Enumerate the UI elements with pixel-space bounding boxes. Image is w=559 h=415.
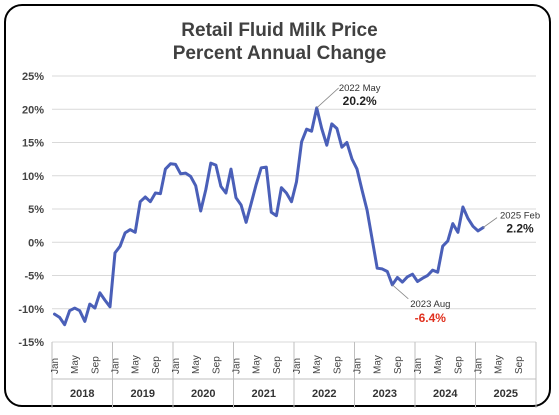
chart-title: Retail Fluid Milk Price	[181, 20, 378, 41]
x-month-label: Sep	[151, 356, 162, 374]
x-month-label: Jan	[353, 358, 364, 374]
callout-value-label: -6.4%	[415, 311, 447, 325]
x-year-label: 2023	[373, 388, 397, 400]
x-month-label: Sep	[332, 356, 343, 374]
x-month-label: Jan	[171, 358, 182, 374]
series-line	[53, 106, 485, 327]
x-month-label: May	[494, 355, 505, 374]
y-tick-label: 20%	[22, 104, 44, 116]
x-month-label: Sep	[90, 356, 101, 374]
x-month-label: May	[131, 355, 142, 374]
x-month-label: May	[373, 355, 384, 374]
y-tick-label: 0%	[28, 237, 44, 249]
x-month-label: Sep	[211, 356, 222, 374]
x-month-label: May	[191, 355, 202, 374]
x-year-label: 2021	[252, 388, 276, 400]
x-year-label: 2018	[70, 388, 94, 400]
callout-value-label: 20.2%	[343, 94, 377, 108]
callout-date-label: 2022 May	[339, 83, 381, 94]
callout-leader	[392, 284, 409, 300]
chart-subtitle: Percent Annual Change	[172, 43, 387, 64]
x-month-label: Sep	[393, 356, 404, 374]
callout-leader	[316, 87, 339, 109]
y-tick-label: 10%	[22, 171, 44, 183]
x-month-label: May	[70, 355, 81, 374]
callout-date-label: 2025 Feb	[500, 211, 540, 222]
callout-value-label: 2.2%	[506, 222, 534, 236]
x-month-label: Sep	[272, 356, 283, 374]
x-month-label: Sep	[453, 356, 464, 374]
x-year-label: 2019	[131, 388, 155, 400]
x-month-label: Sep	[514, 356, 525, 374]
y-tick-label: 15%	[22, 138, 44, 150]
x-month-label: Jan	[111, 358, 122, 374]
callout-date-label: 2023 Aug	[410, 299, 450, 310]
y-tick-label: -5%	[24, 271, 44, 283]
x-year-label: 2024	[433, 388, 458, 400]
x-month-label: Jan	[474, 358, 485, 374]
x-month-label: May	[252, 355, 263, 374]
y-tick-label: -10%	[18, 304, 44, 316]
x-month-label: Jan	[232, 358, 243, 374]
x-year-label: 2020	[191, 388, 215, 400]
y-tick-label: 25%	[22, 71, 44, 83]
x-year-label: 2022	[312, 388, 336, 400]
y-tick-label: 5%	[28, 204, 44, 216]
x-month-label: May	[433, 355, 444, 374]
x-month-label: Jan	[292, 358, 303, 374]
y-tick-label: -15%	[18, 337, 44, 349]
x-month-label: Jan	[413, 358, 424, 374]
x-year-label: 2025	[494, 388, 518, 400]
callout-leader	[482, 217, 498, 228]
x-month-label: May	[312, 355, 323, 374]
x-month-label: Jan	[50, 358, 61, 374]
